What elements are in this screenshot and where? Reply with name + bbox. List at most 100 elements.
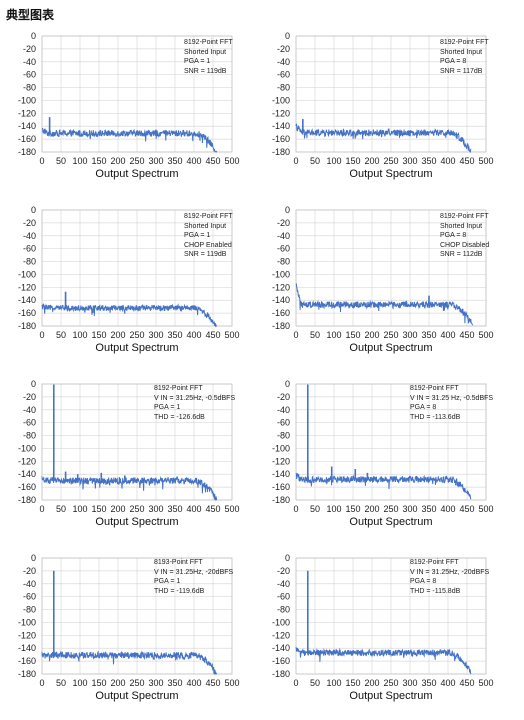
x-tick-label: 250 bbox=[129, 330, 144, 340]
y-tick-label: -180 bbox=[272, 321, 290, 331]
x-tick-label: 150 bbox=[91, 156, 106, 166]
x-tick-label: 50 bbox=[56, 156, 66, 166]
annotation-line: 8192-Point FFT bbox=[440, 213, 489, 220]
spectrum-chart: 0 -20 -40 -60 -80 -100 -120 -140 -160 -180 0 50 100 1… bbox=[0, 28, 250, 198]
y-tick-label: -120 bbox=[272, 282, 290, 292]
y-tick-label: -20 bbox=[277, 218, 290, 228]
annotation-line: SNR = 117dB bbox=[440, 67, 483, 75]
x-axis-title: Output Spectrum bbox=[349, 516, 433, 528]
x-tick-label: 350 bbox=[167, 678, 182, 688]
y-tick-label: -40 bbox=[23, 579, 36, 589]
y-tick-label: 0 bbox=[31, 205, 36, 215]
x-tick-label: 350 bbox=[167, 156, 182, 166]
chart-annotation: 8192-Point FFT V IN = 31.25Hz, -20dBFS PGA… bbox=[410, 558, 489, 596]
x-tick-label: 150 bbox=[345, 504, 360, 514]
y-tick-label: -60 bbox=[23, 244, 36, 254]
y-tick-label: -140 bbox=[272, 643, 290, 653]
x-tick-label: 50 bbox=[310, 678, 320, 688]
spectrum-series-line bbox=[41, 570, 217, 676]
x-tick-label: 100 bbox=[326, 504, 341, 514]
spectrum-chart: 0 -20 -40 -60 -80 -100 -120 -140 -160 -180 0 50 100 1… bbox=[254, 202, 504, 372]
x-tick-label: 0 bbox=[39, 504, 44, 514]
x-tick-label: 300 bbox=[402, 156, 417, 166]
x-tick-label: 200 bbox=[364, 156, 379, 166]
x-tick-label: 0 bbox=[293, 678, 298, 688]
annotation-line: V IN = 31.25Hz, -0.5dBFS bbox=[154, 394, 236, 402]
x-tick-label: 500 bbox=[478, 678, 493, 688]
spectrum-chart: 0 -20 -40 -60 -80 -100 -120 -140 -160 -180 0 50 100 1… bbox=[254, 28, 504, 198]
x-tick-label: 100 bbox=[72, 330, 87, 340]
y-tick-label: 0 bbox=[285, 553, 290, 563]
x-tick-label: 100 bbox=[72, 156, 87, 166]
y-tick-label: -140 bbox=[272, 295, 290, 305]
x-tick-label: 350 bbox=[167, 504, 182, 514]
y-tick-label: -100 bbox=[272, 443, 290, 453]
annotation-line: 8192-Point FFT bbox=[410, 559, 459, 566]
annotation-line: SNR = 119dB bbox=[184, 67, 227, 75]
spectrum-chart: 0 -20 -40 -60 -80 -100 -120 -140 -160 -180 0 50 100 1… bbox=[254, 376, 504, 546]
annotation-line: PGA = 1 bbox=[184, 232, 211, 239]
x-tick-label: 350 bbox=[421, 678, 436, 688]
y-tick-label: 0 bbox=[31, 553, 36, 563]
chart-annotation: 8192-Point FFT Shorted Input PGA = 8 CHOP D… bbox=[440, 212, 489, 260]
y-tick-label: -40 bbox=[277, 57, 290, 67]
x-tick-label: 500 bbox=[478, 156, 493, 166]
chart-annotation: 8192-Point FFT Shorted Input PGA = 8 SNR = … bbox=[440, 38, 489, 76]
y-tick-label: -120 bbox=[272, 630, 290, 640]
y-tick-label: -140 bbox=[18, 121, 36, 131]
annotation-line: PGA = 1 bbox=[154, 578, 181, 585]
y-tick-label: -20 bbox=[277, 392, 290, 402]
spectrum-chart: 0 -20 -40 -60 -80 -100 -120 -140 -160 -180 0 50 100 1… bbox=[0, 376, 250, 546]
x-tick-label: 50 bbox=[56, 678, 66, 688]
x-tick-label: 400 bbox=[186, 330, 201, 340]
plot-area bbox=[295, 35, 487, 153]
x-tick-label: 150 bbox=[91, 678, 106, 688]
y-tick-label: -40 bbox=[23, 231, 36, 241]
x-tick-label: 100 bbox=[72, 678, 87, 688]
x-tick-label: 300 bbox=[402, 504, 417, 514]
annotation-line: PGA = 8 bbox=[440, 58, 467, 65]
spectrum-series-line bbox=[42, 117, 218, 153]
x-tick-label: 50 bbox=[56, 504, 66, 514]
x-tick-label: 100 bbox=[72, 504, 87, 514]
y-tick-label: 0 bbox=[31, 379, 36, 389]
x-tick-label: 250 bbox=[129, 678, 144, 688]
x-tick-label: 300 bbox=[148, 156, 163, 166]
x-tick-label: 150 bbox=[91, 330, 106, 340]
x-tick-label: 450 bbox=[459, 678, 474, 688]
y-tick-label: -60 bbox=[277, 70, 290, 80]
spectrum-series-line bbox=[41, 384, 218, 501]
x-tick-label: 400 bbox=[440, 678, 455, 688]
x-axis-title: Output Spectrum bbox=[95, 168, 179, 180]
annotation-line: Shorted Input bbox=[184, 222, 227, 230]
plot-area bbox=[41, 35, 233, 153]
annotation-line: Shorted Input bbox=[440, 222, 483, 230]
y-tick-label: -80 bbox=[277, 431, 290, 441]
x-tick-label: 100 bbox=[326, 156, 341, 166]
annotation-line: V IN = 31.25Hz, -20dBFS bbox=[154, 568, 234, 576]
y-tick-label: -80 bbox=[23, 257, 36, 267]
annotation-line: PGA = 1 bbox=[184, 58, 211, 65]
x-tick-label: 450 bbox=[205, 156, 220, 166]
y-tick-label: 0 bbox=[285, 205, 290, 215]
y-tick-label: -180 bbox=[272, 495, 290, 505]
spectrum-series-line bbox=[295, 119, 472, 153]
plot-area bbox=[295, 209, 487, 327]
annotation-line: THD = -119.6dB bbox=[154, 587, 205, 595]
y-tick-label: -60 bbox=[277, 418, 290, 428]
x-tick-label: 0 bbox=[293, 330, 298, 340]
y-tick-label: -120 bbox=[272, 456, 290, 466]
y-tick-label: -40 bbox=[23, 405, 36, 415]
annotation-line: Shorted Input bbox=[440, 48, 483, 56]
spectrum-series-line bbox=[295, 384, 472, 500]
x-tick-label: 0 bbox=[39, 678, 44, 688]
y-tick-label: 0 bbox=[285, 379, 290, 389]
annotation-line: 8192-Point FFT bbox=[154, 385, 203, 392]
x-tick-label: 300 bbox=[148, 504, 163, 514]
annotation-line: Shorted Input bbox=[184, 48, 227, 56]
annotation-line: THD = -126.6dB bbox=[154, 413, 205, 421]
y-tick-label: -160 bbox=[272, 656, 290, 666]
y-tick-label: -160 bbox=[18, 656, 36, 666]
